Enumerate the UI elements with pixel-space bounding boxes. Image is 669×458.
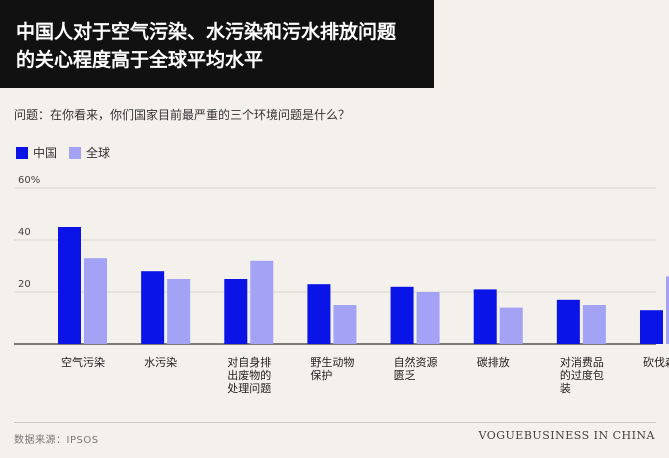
bar-global	[416, 292, 440, 344]
bar-global	[582, 305, 606, 344]
legend-item-china: 中国	[16, 144, 57, 161]
x-category-label: 自然资源	[394, 355, 438, 369]
legend-swatch-global	[69, 146, 82, 159]
x-category-label: 对自身排	[227, 355, 271, 369]
bar-global	[84, 258, 107, 344]
x-category-label: 处理问题	[227, 382, 271, 395]
bar-china	[307, 284, 331, 344]
bar-china	[473, 289, 497, 344]
legend-item-global: 全球	[69, 144, 110, 161]
bar-china	[141, 271, 165, 344]
bar-global	[250, 260, 274, 344]
bar-global	[167, 279, 191, 344]
survey-question: 问题：在你看来，你们国家目前最严重的三个环境问题是什么？	[14, 108, 351, 122]
y-tick-label: 20	[18, 279, 31, 290]
bar-china	[224, 279, 248, 344]
x-category-label: 砍伐森林	[643, 355, 669, 369]
data-source: 数据来源：IPSOS	[14, 435, 99, 446]
x-category-label: 装	[560, 382, 571, 395]
legend-label-global: 全球	[86, 146, 111, 160]
bar-china	[58, 227, 81, 344]
bar-china	[640, 310, 663, 344]
y-tick-label: 40	[18, 227, 31, 238]
y-tick-label: 60%	[18, 175, 40, 186]
legend-label-china: 中国	[33, 146, 58, 160]
bar-china	[556, 299, 580, 344]
x-category-label: 野生动物	[310, 355, 354, 369]
bar-global	[333, 305, 357, 344]
x-category-label: 保护	[310, 368, 332, 382]
bar-global	[499, 307, 523, 344]
legend-swatch-china	[16, 146, 28, 159]
chart-title-line-2: 的关心程度高于全球平均水平	[16, 49, 264, 71]
x-category-label: 水污染	[144, 355, 177, 369]
x-category-label: 匮乏	[394, 369, 416, 382]
x-category-label: 碳排放	[477, 355, 510, 369]
chart-title-box: 中国人对于空气污染、水污染和污水排放问题 的关心程度高于全球平均水平	[0, 0, 434, 88]
footer-divider	[14, 422, 656, 423]
chart-title-line-1: 中国人对于空气污染、水污染和污水排放问题	[16, 21, 397, 43]
x-category-label: 空气污染	[61, 355, 105, 369]
brand-logo-text: VOGUEBUSINESS IN CHINA	[478, 429, 655, 442]
legend: 中国 全球	[16, 144, 122, 161]
x-category-label: 对消费品	[560, 355, 604, 369]
bar-china	[390, 286, 414, 344]
x-category-label: 的过度包	[560, 368, 604, 382]
x-category-label: 出废物的	[227, 368, 271, 382]
bar-global	[666, 276, 669, 344]
